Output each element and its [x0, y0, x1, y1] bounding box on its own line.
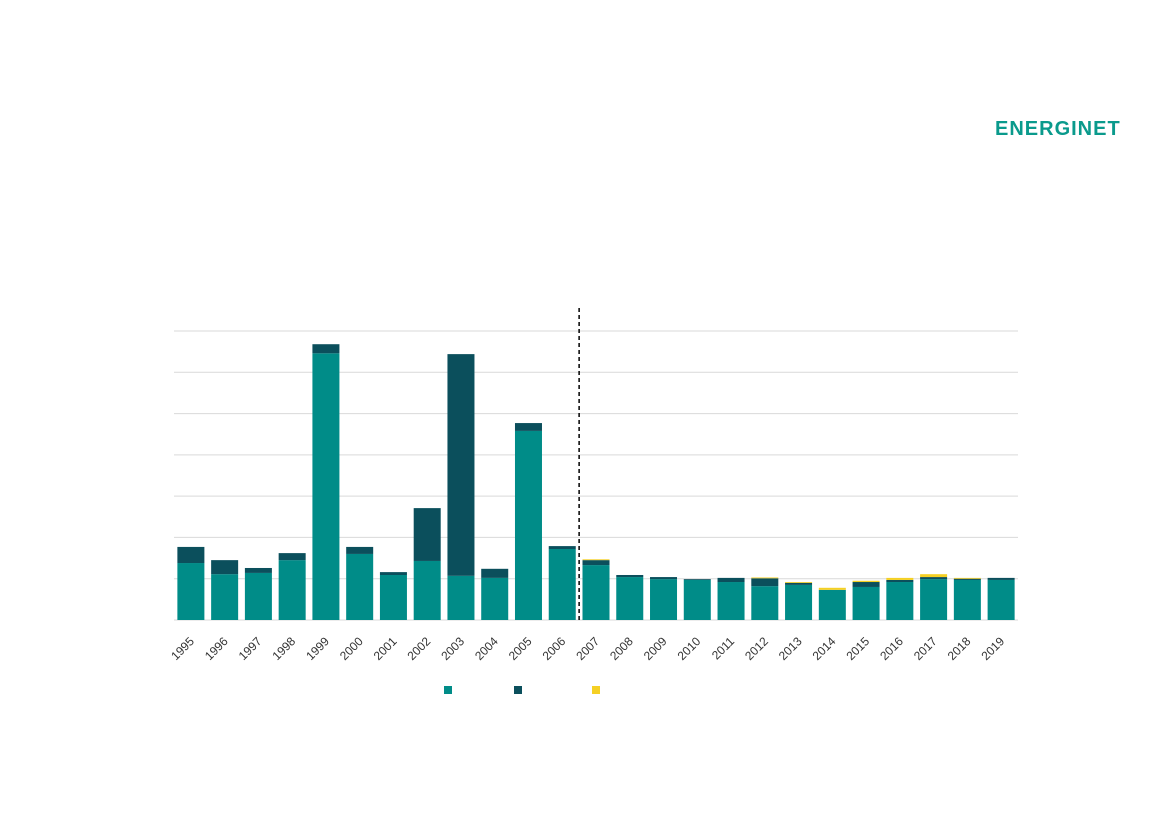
legend-swatch	[514, 686, 522, 694]
legend-swatch	[444, 686, 452, 694]
bar-segment	[717, 582, 745, 620]
bar-segment	[413, 560, 441, 620]
bar-segment	[683, 579, 711, 620]
x-tick-label: 2001	[371, 634, 400, 663]
bar-segment	[582, 565, 610, 620]
bar-segment	[987, 577, 1015, 580]
bar-segment	[312, 344, 340, 354]
x-tick-label: 2004	[472, 634, 501, 663]
bar-segment	[920, 577, 948, 580]
x-tick-label: 2003	[438, 634, 467, 663]
bar-segment	[346, 553, 374, 620]
bar-segment	[481, 568, 509, 578]
bar-segment	[785, 582, 813, 585]
x-tick-label: 2007	[573, 634, 602, 663]
bar-segment	[481, 577, 509, 620]
bar-segment	[785, 582, 813, 583]
bar-segment	[211, 574, 239, 620]
bar-segment	[886, 577, 914, 580]
bar-segment	[953, 578, 981, 580]
bar-segment	[683, 579, 711, 580]
bar-segment	[413, 508, 441, 561]
bar-segment	[953, 577, 981, 579]
bar-segment	[818, 589, 846, 620]
legend-swatch	[592, 686, 600, 694]
x-tick-label: 1997	[236, 634, 265, 663]
x-tick-label: 2014	[810, 634, 839, 663]
bar-segment	[177, 546, 205, 564]
bar-segment	[379, 572, 407, 575]
bar-segment	[278, 560, 306, 620]
x-tick-label: 1996	[202, 634, 231, 663]
x-tick-label: 2010	[675, 634, 704, 663]
bar-segment	[886, 582, 914, 620]
x-tick-label: 2005	[506, 634, 535, 663]
x-tick-label: 2016	[877, 634, 906, 663]
bar-segment	[346, 546, 374, 554]
bar-segment	[177, 563, 205, 620]
logo: ENERGINET	[995, 118, 1121, 140]
bar-segment	[379, 574, 407, 620]
bar-segment	[717, 577, 745, 583]
x-tick-label: 2002	[405, 634, 434, 663]
bar-segment	[244, 572, 272, 620]
bar-segment	[751, 577, 779, 579]
x-tick-label: 2008	[607, 634, 636, 663]
bar-segment	[548, 548, 576, 620]
bar-segment	[582, 560, 610, 566]
bar-segment	[886, 579, 914, 583]
bar-segment	[650, 577, 678, 580]
bar-segment	[548, 546, 576, 549]
bar-segment	[616, 574, 644, 578]
bar-segment	[650, 579, 678, 620]
bar-segment	[244, 567, 272, 573]
x-tick-label: 2017	[911, 634, 940, 663]
x-tick-label: 1998	[269, 634, 298, 663]
bar-segment	[751, 578, 779, 587]
bar-segment	[616, 577, 644, 620]
x-tick-label: 1999	[303, 634, 332, 663]
bar-segment	[953, 579, 981, 620]
bar-segment	[751, 586, 779, 620]
bar-segment	[312, 353, 340, 620]
bar-segment	[278, 553, 306, 561]
x-tick-label: 2018	[945, 634, 974, 663]
bar-segment	[987, 579, 1015, 620]
bar-segment	[920, 579, 948, 620]
bar-segment	[211, 560, 239, 575]
x-tick-label: 2009	[641, 634, 670, 663]
x-tick-label: 2006	[540, 634, 569, 663]
x-tick-label: 2019	[978, 634, 1007, 663]
bar-segment	[852, 586, 880, 620]
bar-segment	[920, 574, 948, 578]
bar-segment	[852, 582, 880, 587]
x-tick-label: 2011	[709, 634, 737, 662]
x-tick-label: 1995	[168, 634, 197, 663]
bar-segment	[818, 587, 846, 590]
x-tick-label: 2000	[337, 634, 366, 663]
bar-segment	[447, 354, 475, 576]
x-tick-label: 2013	[776, 634, 805, 663]
bar-segment	[514, 430, 542, 620]
bar-segment	[447, 575, 475, 620]
x-tick-label: 2012	[742, 634, 771, 663]
bar-segment	[514, 423, 542, 431]
bar-segment	[785, 584, 813, 620]
bar-segment	[852, 580, 880, 583]
x-tick-label: 2015	[843, 634, 872, 663]
bar-segment	[582, 559, 610, 561]
